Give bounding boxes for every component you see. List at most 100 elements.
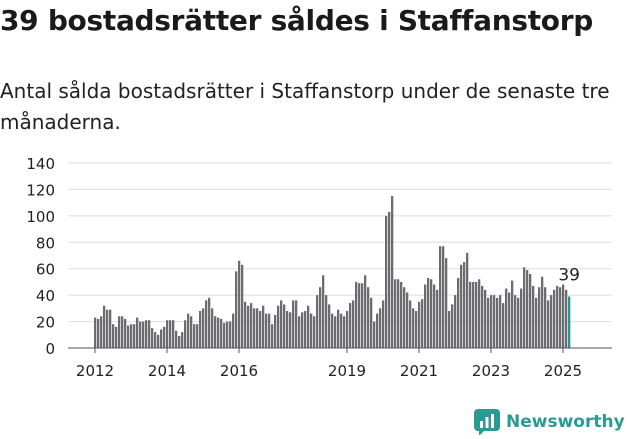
bar — [109, 309, 112, 348]
bar — [421, 299, 424, 348]
bar — [244, 301, 247, 348]
bar — [229, 321, 232, 348]
bar — [118, 316, 121, 348]
bar — [151, 328, 154, 348]
x-axis-labels: 2012 2014 2016 2019 2021 2023 2025 — [76, 348, 582, 380]
bar — [133, 324, 136, 348]
bar — [379, 308, 382, 348]
bar — [223, 322, 226, 348]
bar — [232, 313, 235, 348]
bar — [307, 305, 310, 348]
bar — [499, 295, 502, 348]
bar — [427, 277, 430, 348]
bar — [184, 320, 187, 348]
bar — [316, 295, 319, 348]
bar — [130, 324, 133, 348]
bar — [346, 311, 349, 348]
y-tick-label: 0 — [45, 340, 55, 358]
bar — [514, 295, 517, 348]
bar — [94, 317, 97, 348]
bar — [451, 304, 454, 348]
y-tick-label: 60 — [36, 261, 55, 279]
bar — [490, 295, 493, 348]
bar — [385, 215, 388, 348]
x-tick-label: 2014 — [148, 362, 186, 380]
bar — [196, 324, 199, 348]
bar — [121, 316, 124, 348]
bar — [391, 196, 394, 348]
bar — [115, 326, 118, 348]
bar — [262, 305, 265, 348]
annotations: 39 — [558, 265, 580, 285]
bar — [259, 311, 262, 348]
bar — [112, 324, 115, 348]
bar — [457, 277, 460, 348]
bar — [460, 264, 463, 348]
bar — [301, 312, 304, 348]
bar — [448, 311, 451, 348]
bar — [367, 287, 370, 348]
bar — [466, 252, 469, 348]
bar — [172, 320, 175, 348]
bar — [430, 279, 433, 348]
bar — [493, 295, 496, 348]
bar — [163, 326, 166, 348]
bar — [409, 300, 412, 348]
bar — [205, 300, 208, 348]
bar — [127, 325, 130, 348]
bar — [283, 304, 286, 348]
chart-title: 39 bostadsrätter såldes i Staffanstorp — [0, 4, 593, 37]
bar — [424, 284, 427, 348]
bar — [487, 297, 490, 348]
chart-subtitle: Antal sålda bostadsrätter i Staffanstorp… — [0, 79, 610, 134]
bar — [547, 300, 550, 348]
x-tick-label: 2025 — [544, 362, 582, 380]
bar — [286, 311, 289, 348]
bar — [439, 246, 442, 348]
y-tick-label: 100 — [26, 208, 55, 226]
bar — [106, 309, 109, 348]
bar — [145, 320, 148, 348]
last-value-label: 39 — [558, 265, 580, 285]
bar — [415, 311, 418, 348]
bar — [136, 317, 139, 348]
bar — [199, 311, 202, 348]
y-axis-labels: 0 20 40 60 80 100 120 140 — [26, 155, 55, 358]
bar — [481, 285, 484, 348]
bar — [352, 300, 355, 348]
bar — [256, 308, 259, 348]
bar — [532, 285, 535, 348]
bar — [568, 296, 571, 348]
x-tick-label: 2023 — [472, 362, 510, 380]
bar — [211, 308, 214, 348]
bar — [103, 305, 106, 348]
bar — [148, 320, 151, 348]
x-tick-label: 2012 — [76, 362, 114, 380]
bar — [505, 288, 508, 348]
y-tick-label: 140 — [26, 155, 55, 173]
bar — [310, 313, 313, 348]
bar — [187, 313, 190, 348]
bar — [124, 318, 127, 348]
bar — [181, 332, 184, 348]
bar — [247, 305, 250, 348]
bar — [511, 280, 514, 348]
bar — [226, 321, 229, 348]
bar — [433, 284, 436, 348]
bar — [418, 301, 421, 348]
bar — [370, 297, 373, 348]
bar — [154, 332, 157, 348]
bar — [220, 318, 223, 348]
bar — [331, 313, 334, 348]
bar — [208, 297, 211, 348]
x-tick-label: 2021 — [400, 362, 438, 380]
bar — [97, 318, 100, 348]
bar — [496, 297, 499, 348]
bar — [517, 297, 520, 348]
bar — [157, 334, 160, 348]
newsworthy-logo: Newsworthy — [474, 407, 625, 437]
bar — [463, 262, 466, 348]
bar — [529, 274, 532, 348]
bar — [373, 321, 376, 348]
